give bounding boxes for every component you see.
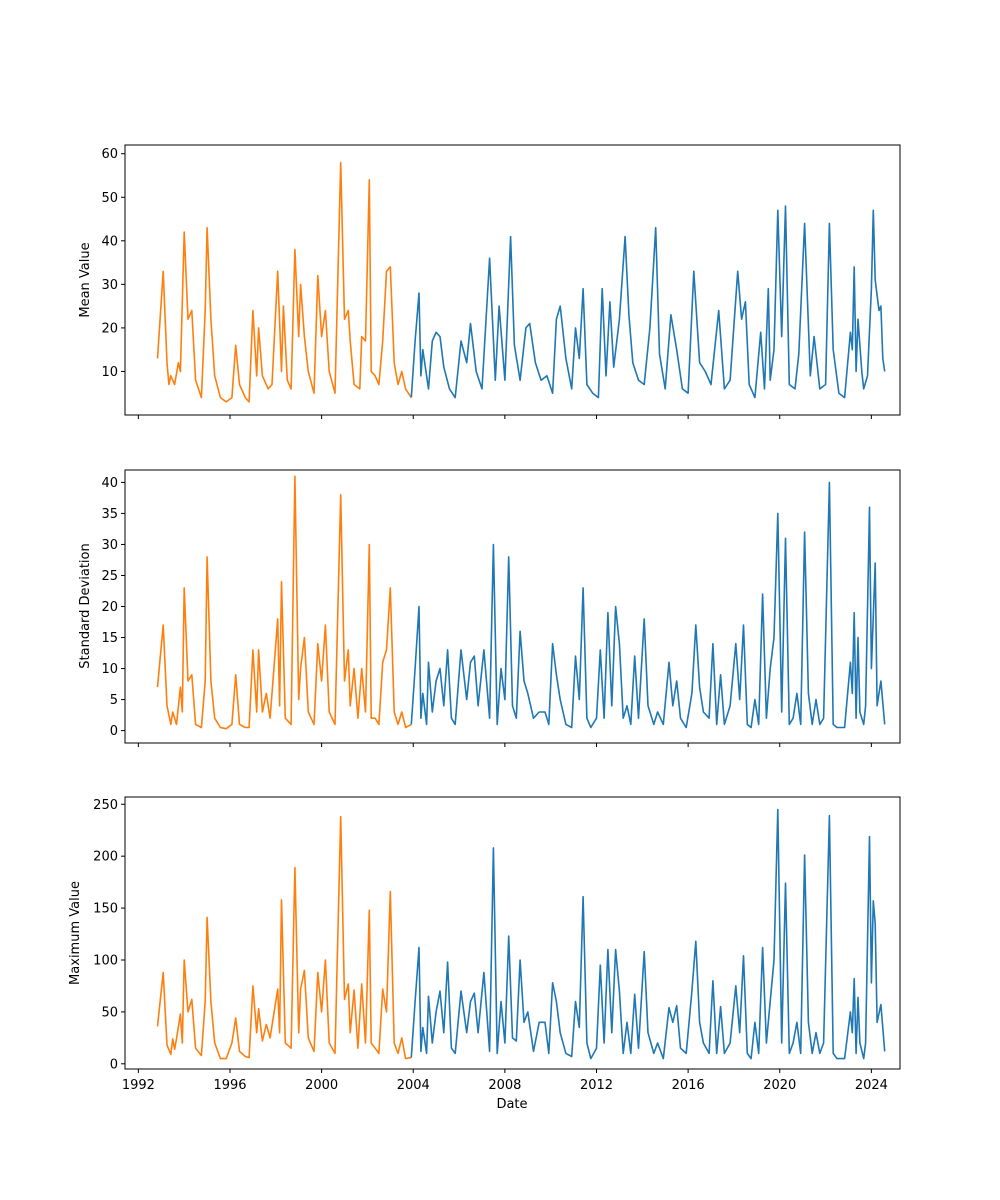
standard-deviation-y-tick-label: 0 bbox=[110, 724, 118, 739]
maximum-value-y-tick-label: 0 bbox=[110, 1057, 118, 1072]
mean-value-series-blue-line bbox=[410, 205, 886, 399]
standard-deviation-y-tick-label: 5 bbox=[110, 693, 118, 708]
x-tick-label: 2016 bbox=[672, 1078, 705, 1093]
mean-value-y-tick-label: 10 bbox=[101, 365, 118, 380]
x-tick-label: 2020 bbox=[763, 1078, 796, 1093]
standard-deviation-y-tick-label: 40 bbox=[101, 476, 118, 491]
maximum-value-y-tick-label: 100 bbox=[93, 953, 118, 968]
mean-value-plot-frame bbox=[124, 144, 901, 416]
mean-value-series-orange-line bbox=[156, 161, 412, 403]
standard-deviation-y-tick-label: 30 bbox=[101, 538, 118, 553]
standard-deviation-y-tick-label: 15 bbox=[101, 631, 118, 646]
standard-deviation-series-blue-line bbox=[410, 481, 886, 729]
mean-value-y-tick-label: 30 bbox=[101, 278, 118, 293]
maximum-value-series-orange-line bbox=[156, 815, 412, 1060]
standard-deviation-y-tick-label: 25 bbox=[101, 569, 118, 584]
mean-value-y-tick-label: 40 bbox=[101, 234, 118, 249]
x-tick-label: 2024 bbox=[855, 1078, 888, 1093]
maximum-value-y-tick-label: 150 bbox=[93, 902, 118, 917]
mean-value-y-tick-label: 50 bbox=[101, 191, 118, 206]
maximum-value-y-tick-label: 250 bbox=[93, 798, 118, 813]
mean-value-y-tick-label: 60 bbox=[101, 147, 118, 162]
standard-deviation-y-axis-label: Standard Deviation bbox=[78, 543, 93, 668]
standard-deviation-panel: Standard Deviation 0 5 10 15 20 25 30 35 40 bbox=[78, 469, 901, 747]
maximum-value-y-axis-label: Maximum Value bbox=[68, 881, 83, 985]
x-tick-label: 1996 bbox=[213, 1078, 246, 1093]
x-axis-label: Date bbox=[496, 1097, 527, 1112]
maximum-value-y-tick-label: 50 bbox=[101, 1005, 118, 1020]
x-tick-label: 1992 bbox=[122, 1078, 155, 1093]
standard-deviation-y-tick-label: 10 bbox=[101, 662, 118, 677]
maximum-value-panel: Maximum Value 0 50 100 150 200 250 1992 1996 200… bbox=[68, 796, 901, 1093]
maximum-value-plot-frame bbox=[124, 796, 901, 1070]
mean-value-y-tick-label: 20 bbox=[101, 321, 118, 336]
standard-deviation-series-orange-line bbox=[156, 475, 412, 730]
x-tick-label: 2000 bbox=[305, 1078, 338, 1093]
mean-value-y-axis-label: Mean Value bbox=[78, 242, 93, 317]
standard-deviation-y-tick-label: 20 bbox=[101, 600, 118, 615]
standard-deviation-y-tick-label: 35 bbox=[101, 507, 118, 522]
mean-value-panel: Mean Value 10 20 30 40 50 60 bbox=[78, 144, 901, 419]
x-tick-label: 2008 bbox=[488, 1078, 521, 1093]
maximum-value-series-blue-line bbox=[410, 808, 886, 1060]
x-tick-label: 2004 bbox=[397, 1078, 430, 1093]
maximum-value-y-tick-label: 200 bbox=[93, 850, 118, 865]
x-tick-label: 2012 bbox=[580, 1078, 613, 1093]
